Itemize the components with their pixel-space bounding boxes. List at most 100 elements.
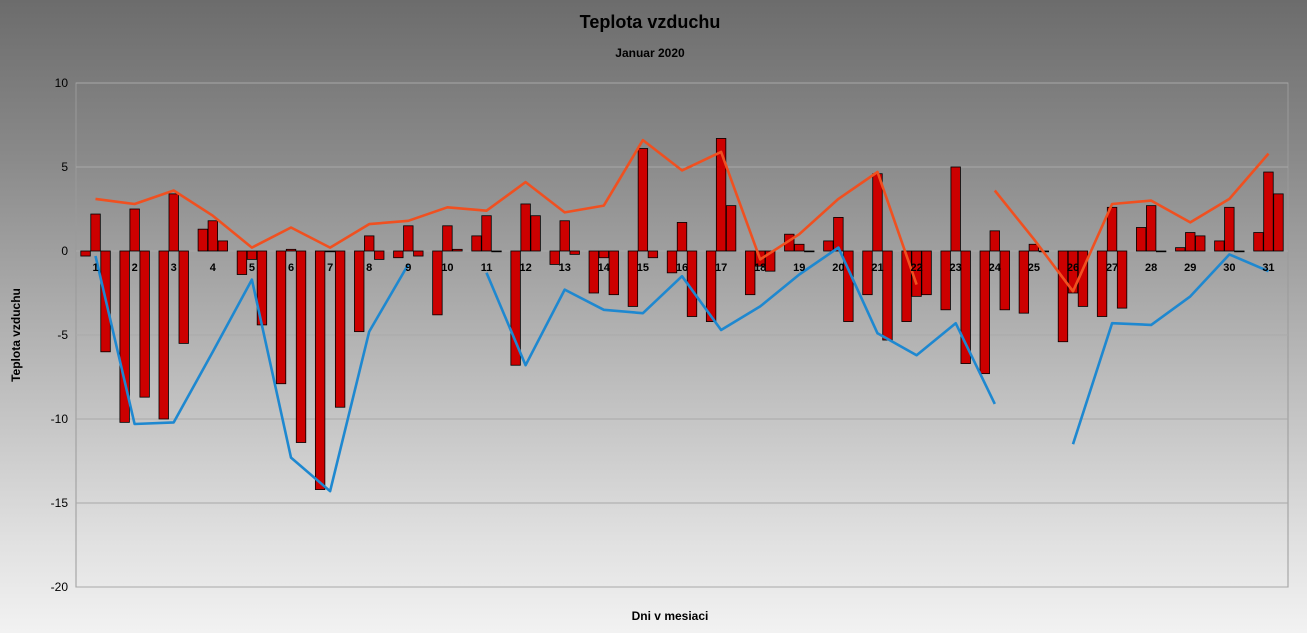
- x-tick-label: 14: [598, 262, 611, 274]
- x-tick-label: 25: [1028, 262, 1040, 274]
- bar: [197, 228, 208, 252]
- bar: [452, 248, 463, 252]
- bar: [442, 225, 453, 252]
- bar: [1018, 250, 1030, 314]
- bar: [901, 250, 912, 322]
- bar: [950, 166, 961, 252]
- x-tick-label: 15: [637, 262, 649, 274]
- bar: [403, 225, 414, 252]
- bar: [481, 215, 492, 252]
- y-tick-label: 5: [61, 160, 68, 174]
- bar: [364, 235, 375, 252]
- x-tick-label: 27: [1106, 262, 1118, 274]
- bar: [1156, 250, 1167, 253]
- x-tick-label: 26: [1067, 262, 1079, 274]
- bar: [275, 250, 287, 385]
- x-tick-label: 19: [793, 262, 805, 274]
- bar: [393, 250, 404, 259]
- x-tick-label: 31: [1262, 262, 1274, 274]
- x-tick-label: 16: [676, 262, 688, 274]
- bar: [999, 250, 1010, 311]
- bar: [940, 250, 951, 311]
- y-tick-label: -10: [51, 412, 69, 426]
- y-tick-label: -20: [51, 580, 69, 594]
- bar: [1175, 247, 1186, 252]
- bar: [314, 250, 326, 490]
- bar: [374, 250, 385, 260]
- x-tick-label: 1: [92, 262, 98, 274]
- bar: [804, 250, 815, 253]
- bar: [745, 250, 756, 296]
- x-tick-label: 24: [989, 262, 1002, 274]
- bar: [90, 213, 101, 252]
- bar: [285, 248, 297, 252]
- line-series-group: [94, 138, 1270, 493]
- series-line: [95, 138, 1270, 293]
- x-tick-label: 21: [871, 262, 883, 274]
- bar: [1224, 206, 1235, 252]
- bar: [432, 250, 443, 316]
- x-tick-label: 22: [910, 262, 922, 274]
- bar: [80, 250, 91, 257]
- bar: [530, 215, 541, 252]
- bar: [217, 240, 228, 252]
- bar: [158, 250, 169, 420]
- bar: [1273, 193, 1284, 252]
- bar: [520, 203, 531, 252]
- bar: [471, 235, 482, 252]
- x-tick-label: 6: [288, 262, 294, 274]
- bar: [765, 250, 776, 272]
- bar: [246, 250, 258, 260]
- bar: [1116, 250, 1128, 309]
- bar: [794, 243, 805, 252]
- bar: [491, 250, 502, 253]
- chart-title: Teplota vzduchu: [580, 12, 721, 32]
- bar: [569, 250, 580, 255]
- x-tick-label: 12: [519, 262, 531, 274]
- bar: [510, 250, 521, 366]
- y-tick-label: 0: [61, 244, 68, 258]
- bar: [119, 250, 130, 423]
- bar: [647, 250, 659, 259]
- series-line: [94, 246, 1270, 493]
- bar: [705, 250, 717, 322]
- bar: [354, 250, 365, 333]
- bar: [715, 138, 727, 252]
- bar: [588, 250, 599, 294]
- bar: [295, 250, 307, 443]
- bar: [833, 216, 844, 252]
- bar: [960, 250, 971, 364]
- x-tick-label: 8: [366, 262, 372, 274]
- bar: [129, 208, 140, 252]
- bar: [1106, 206, 1118, 252]
- bar: [207, 220, 218, 252]
- bar: [1253, 232, 1264, 252]
- x-axis-ticks: 1 2 3 4 5 6 7 8 9 10 11 12 13 14 15 16 17 18 19 20 21 22 23 24 2…: [92, 262, 1274, 274]
- bar: [921, 250, 932, 296]
- bar: [1185, 232, 1196, 252]
- bar: [676, 222, 688, 252]
- bar: [666, 250, 678, 274]
- bar: [1214, 240, 1225, 252]
- bar: [559, 220, 570, 252]
- x-axis-label: Dni v mesiaci: [632, 609, 709, 623]
- bar: [1146, 205, 1157, 252]
- bar: [637, 148, 649, 252]
- x-tick-label: 10: [441, 262, 453, 274]
- bar: [413, 250, 424, 257]
- bar: [178, 250, 189, 344]
- x-tick-label: 9: [405, 262, 411, 274]
- x-tick-label: 20: [832, 262, 844, 274]
- x-tick-label: 28: [1145, 262, 1157, 274]
- bar: [882, 250, 893, 341]
- bar: [1195, 235, 1206, 252]
- y-tick-label: -5: [57, 328, 68, 342]
- x-tick-label: 4: [210, 262, 217, 274]
- chart-subtitle: Januar 2020: [615, 46, 685, 60]
- gridlines: [76, 82, 1288, 588]
- x-tick-label: 2: [132, 262, 138, 274]
- bar: [608, 250, 619, 296]
- bar: [1263, 171, 1274, 252]
- bar: [989, 230, 1000, 252]
